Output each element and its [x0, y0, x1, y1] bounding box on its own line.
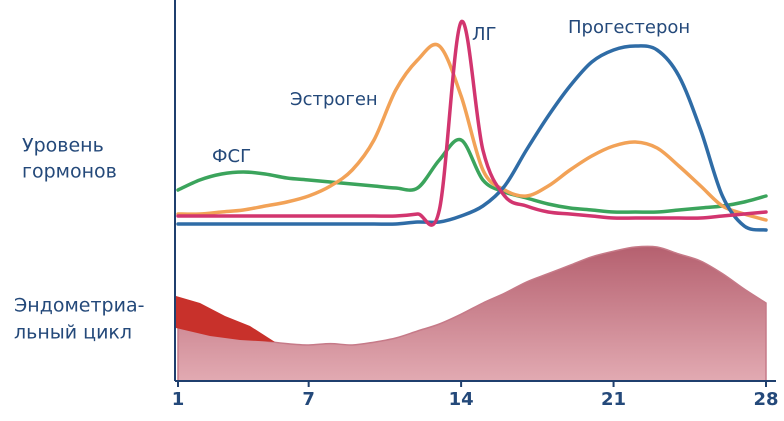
series-label: ЛГ	[472, 24, 497, 45]
hormone-line	[176, 19, 768, 227]
y-label: гормонов	[22, 161, 117, 183]
series-label: Прогестерон	[568, 17, 690, 38]
series-label: Эстроген	[290, 89, 378, 110]
endometrium-area	[177, 245, 767, 381]
x-tick-label: 28	[753, 389, 778, 410]
hormone-line	[176, 137, 768, 214]
hormone-line	[176, 42, 768, 222]
x-tick-label: 14	[449, 389, 474, 410]
x-tick-label: 21	[601, 389, 626, 410]
series-label: ФСГ	[212, 146, 251, 167]
menstrual-layer	[176, 296, 275, 342]
x-tick-label: 7	[302, 389, 315, 410]
plot-area	[176, 19, 768, 381]
y-label: Эндометриа-	[14, 295, 144, 317]
y-label: Уровень	[22, 135, 104, 157]
x-tick-label: 1	[172, 389, 185, 410]
hormone-line	[176, 44, 768, 232]
y-label: льный цикл	[14, 322, 132, 344]
